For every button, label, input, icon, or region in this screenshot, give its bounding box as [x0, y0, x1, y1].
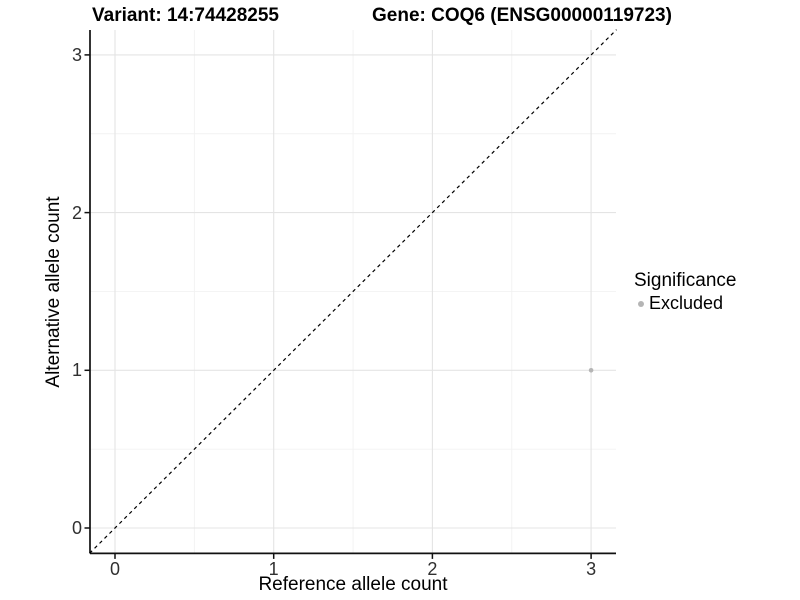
data-point [588, 368, 594, 373]
y-tick-label: 2 [71, 202, 82, 223]
y-tick-label: 1 [71, 360, 82, 381]
identity-line [89, 29, 617, 554]
legend-item-excluded: Excluded [632, 293, 736, 314]
legend: Significance Excluded [632, 270, 736, 314]
legend-item-label: Excluded [649, 293, 724, 313]
legend-key [632, 295, 649, 312]
y-tick-label: 0 [71, 518, 82, 538]
x-tick-label: 3 [586, 559, 597, 579]
gene-title: Gene: COQ6 (ENSG00000119723) [372, 5, 672, 26]
x-tick-label: 0 [109, 559, 120, 579]
x-tick-label: 2 [427, 559, 438, 579]
x-tick-label: 1 [268, 559, 279, 579]
x-axis-title: Reference allele count [258, 574, 448, 595]
excluded-point-icon [637, 300, 644, 307]
variant-title: Variant: 14:74428255 [92, 5, 279, 26]
legend-title: Significance [634, 270, 737, 291]
y-axis-title: Alternative allele count [43, 196, 64, 388]
y-tick-label: 3 [71, 44, 82, 65]
